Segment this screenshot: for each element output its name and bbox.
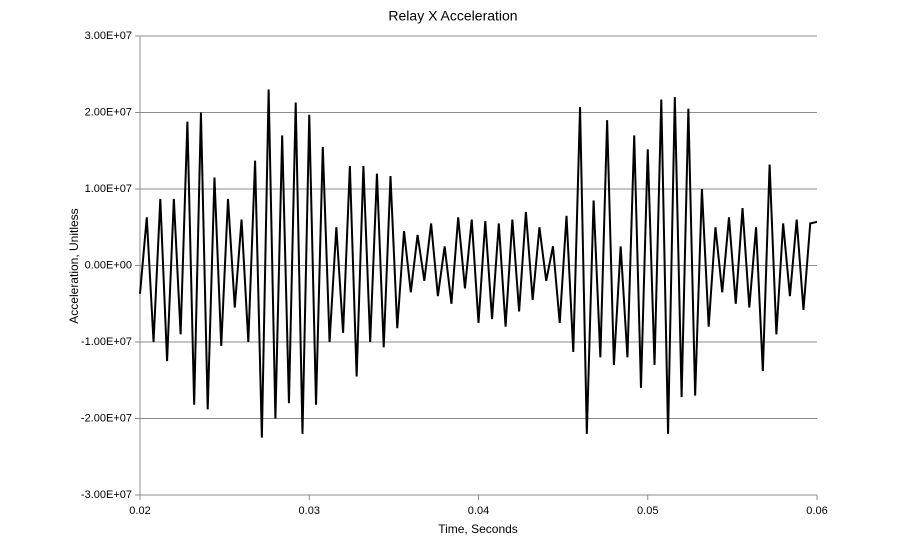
y-axis-label: Acceleration, Unitless	[67, 208, 81, 323]
x-tick-label: 0.02	[129, 505, 150, 517]
y-tick-label: 0.00E+00	[85, 259, 132, 271]
y-tick-label: -1.00E+07	[81, 336, 132, 348]
y-tick-label: -2.00E+07	[81, 412, 132, 424]
y-tick-label: 1.00E+07	[85, 183, 132, 195]
y-tick-label: -3.00E+07	[81, 489, 132, 501]
x-tick-label: 0.05	[637, 505, 658, 517]
y-tick-label: 2.00E+07	[85, 106, 132, 118]
x-tick-label: 0.06	[806, 505, 827, 517]
chart-title: Relay X Acceleration	[388, 8, 517, 24]
data-line	[139, 89, 818, 438]
x-axis-label: Time, Seconds	[438, 522, 518, 536]
x-tick-label: 0.03	[299, 505, 320, 517]
y-tick-label: 3.00E+07	[85, 30, 132, 42]
x-tick-label: 0.04	[468, 505, 489, 517]
